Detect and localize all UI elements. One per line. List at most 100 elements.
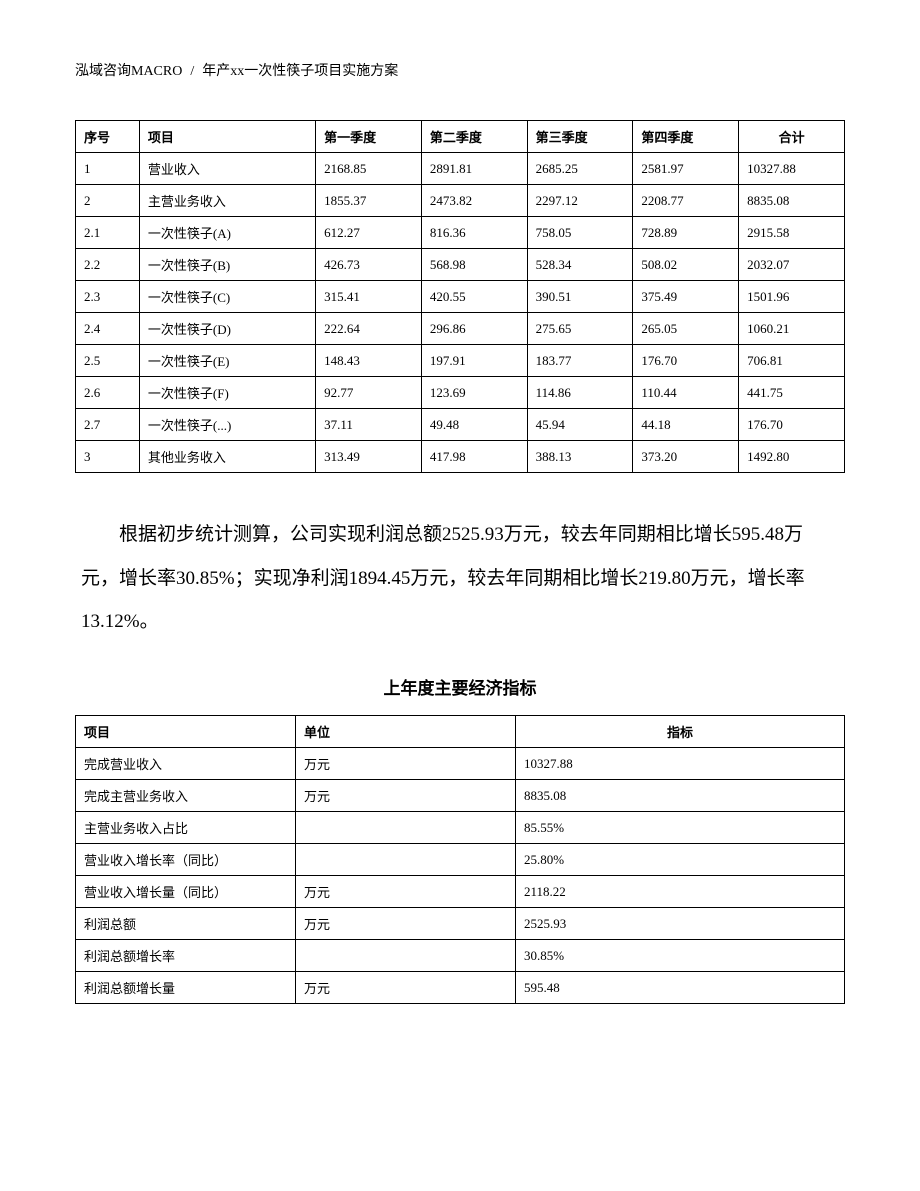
- cell: 1060.21: [739, 313, 845, 345]
- cell: 373.20: [633, 441, 739, 473]
- table-row: 2.3一次性筷子(C)315.41420.55390.51375.491501.…: [76, 281, 845, 313]
- cell: 92.77: [316, 377, 422, 409]
- col-header-indicator: 指标: [516, 716, 845, 748]
- cell: 37.11: [316, 409, 422, 441]
- header-right: 年产xx一次性筷子项目实施方案: [202, 64, 398, 79]
- cell: 420.55: [421, 281, 527, 313]
- cell: 2915.58: [739, 217, 845, 249]
- table-row: 完成主营业务收入万元8835.08: [76, 780, 845, 812]
- cell: 816.36: [421, 217, 527, 249]
- cell: 706.81: [739, 345, 845, 377]
- table-row: 完成营业收入万元10327.88: [76, 748, 845, 780]
- cell: 利润总额增长量: [76, 972, 296, 1004]
- col-header-item: 项目: [139, 121, 315, 153]
- cell: 417.98: [421, 441, 527, 473]
- table-row: 利润总额万元2525.93: [76, 908, 845, 940]
- cell: 375.49: [633, 281, 739, 313]
- cell: 568.98: [421, 249, 527, 281]
- cell: 1492.80: [739, 441, 845, 473]
- cell: 45.94: [527, 409, 633, 441]
- cell: 2.3: [76, 281, 140, 313]
- cell: 2.4: [76, 313, 140, 345]
- table-row: 营业收入增长率（同比）25.80%: [76, 844, 845, 876]
- cell: 1: [76, 153, 140, 185]
- cell: 528.34: [527, 249, 633, 281]
- cell: 营业收入增长率（同比）: [76, 844, 296, 876]
- cell: 其他业务收入: [139, 441, 315, 473]
- cell: 49.48: [421, 409, 527, 441]
- col-header-total: 合计: [739, 121, 845, 153]
- col-header-unit: 单位: [296, 716, 516, 748]
- table-row: 2.1一次性筷子(A)612.27816.36758.05728.892915.…: [76, 217, 845, 249]
- table-row: 2.6一次性筷子(F)92.77123.69114.86110.44441.75: [76, 377, 845, 409]
- cell: [296, 812, 516, 844]
- table-row: 主营业务收入占比85.55%: [76, 812, 845, 844]
- table-row: 1营业收入2168.852891.812685.252581.9710327.8…: [76, 153, 845, 185]
- cell: 728.89: [633, 217, 739, 249]
- table1-body: 1营业收入2168.852891.812685.252581.9710327.8…: [76, 153, 845, 473]
- table2-body: 完成营业收入万元10327.88 完成主营业务收入万元8835.08 主营业务收…: [76, 748, 845, 1004]
- col-header-q1: 第一季度: [316, 121, 422, 153]
- cell: 万元: [296, 748, 516, 780]
- cell: 85.55%: [516, 812, 845, 844]
- cell: 2525.93: [516, 908, 845, 940]
- cell: 2581.97: [633, 153, 739, 185]
- cell: 2118.22: [516, 876, 845, 908]
- cell: 2032.07: [739, 249, 845, 281]
- cell: 44.18: [633, 409, 739, 441]
- cell: 275.65: [527, 313, 633, 345]
- cell: 主营业务收入: [139, 185, 315, 217]
- page-header: 泓域咨询MACRO/年产xx一次性筷子项目实施方案: [75, 60, 845, 80]
- cell: 8835.08: [739, 185, 845, 217]
- cell: 完成营业收入: [76, 748, 296, 780]
- cell: 148.43: [316, 345, 422, 377]
- cell: 2.1: [76, 217, 140, 249]
- cell: 426.73: [316, 249, 422, 281]
- summary-paragraph: 根据初步统计测算，公司实现利润总额2525.93万元，较去年同期相比增长595.…: [75, 513, 845, 644]
- cell: 313.49: [316, 441, 422, 473]
- table-row: 2.7一次性筷子(...)37.1149.4845.9444.18176.70: [76, 409, 845, 441]
- cell: 2.6: [76, 377, 140, 409]
- cell: 388.13: [527, 441, 633, 473]
- cell: 315.41: [316, 281, 422, 313]
- cell: 110.44: [633, 377, 739, 409]
- table-header-row: 项目 单位 指标: [76, 716, 845, 748]
- cell: 万元: [296, 908, 516, 940]
- cell: 8835.08: [516, 780, 845, 812]
- cell: 222.64: [316, 313, 422, 345]
- cell: 2297.12: [527, 185, 633, 217]
- cell: 2.2: [76, 249, 140, 281]
- cell: 758.05: [527, 217, 633, 249]
- cell: 2208.77: [633, 185, 739, 217]
- economic-indicators-table: 项目 单位 指标 完成营业收入万元10327.88 完成主营业务收入万元8835…: [75, 715, 845, 1004]
- cell: 营业收入: [139, 153, 315, 185]
- table-row: 2.5一次性筷子(E)148.43197.91183.77176.70706.8…: [76, 345, 845, 377]
- cell: 176.70: [633, 345, 739, 377]
- cell: 2168.85: [316, 153, 422, 185]
- cell: 265.05: [633, 313, 739, 345]
- table-row: 2.2一次性筷子(B)426.73568.98528.34508.022032.…: [76, 249, 845, 281]
- cell: 2891.81: [421, 153, 527, 185]
- cell: 一次性筷子(D): [139, 313, 315, 345]
- cell: [296, 940, 516, 972]
- cell: 一次性筷子(E): [139, 345, 315, 377]
- header-left: 泓域咨询MACRO: [75, 64, 182, 79]
- cell: 10327.88: [516, 748, 845, 780]
- cell: 万元: [296, 876, 516, 908]
- cell: 利润总额: [76, 908, 296, 940]
- cell: 296.86: [421, 313, 527, 345]
- cell: 万元: [296, 972, 516, 1004]
- cell: 612.27: [316, 217, 422, 249]
- cell: 441.75: [739, 377, 845, 409]
- cell: 2473.82: [421, 185, 527, 217]
- table-row: 利润总额增长量万元595.48: [76, 972, 845, 1004]
- cell: 2.7: [76, 409, 140, 441]
- col-header-q4: 第四季度: [633, 121, 739, 153]
- cell: 万元: [296, 780, 516, 812]
- cell: 1855.37: [316, 185, 422, 217]
- cell: 176.70: [739, 409, 845, 441]
- table-header-row: 序号 项目 第一季度 第二季度 第三季度 第四季度 合计: [76, 121, 845, 153]
- cell: 390.51: [527, 281, 633, 313]
- cell: 营业收入增长量（同比）: [76, 876, 296, 908]
- cell: 一次性筷子(A): [139, 217, 315, 249]
